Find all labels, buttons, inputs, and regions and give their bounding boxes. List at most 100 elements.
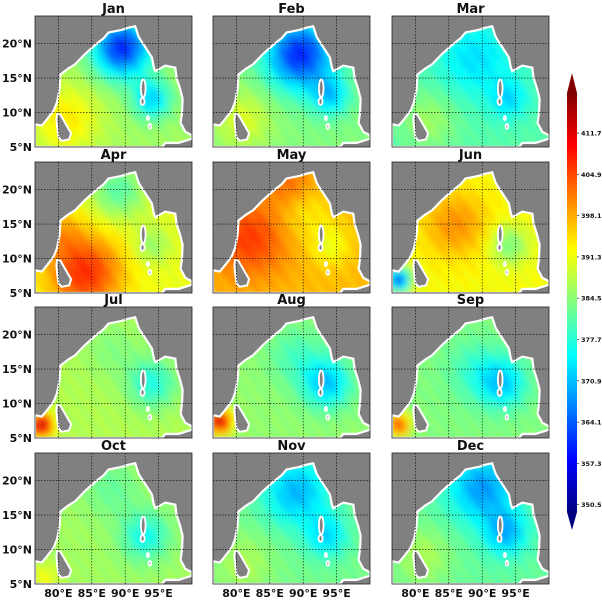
field-cell bbox=[72, 373, 79, 381]
field-cell bbox=[216, 276, 223, 284]
field-cell bbox=[283, 248, 290, 256]
field-cell bbox=[303, 137, 310, 145]
field-cell bbox=[92, 102, 99, 110]
field-cell bbox=[85, 82, 92, 90]
field-cell bbox=[549, 179, 556, 187]
field-cell bbox=[283, 137, 290, 145]
field-cell bbox=[270, 276, 277, 284]
field-cell bbox=[192, 40, 199, 48]
field-cell bbox=[192, 255, 199, 263]
field-cell bbox=[145, 95, 152, 103]
field-cell bbox=[112, 428, 119, 436]
island bbox=[498, 370, 503, 388]
field-cell bbox=[263, 200, 270, 208]
field-cell bbox=[263, 123, 270, 130]
field-cell bbox=[516, 373, 523, 381]
field-cell bbox=[303, 179, 310, 187]
field-cell bbox=[323, 352, 330, 360]
field-cell bbox=[256, 95, 263, 103]
field-cell bbox=[263, 345, 270, 353]
field-cell bbox=[462, 137, 469, 145]
field-cell bbox=[145, 386, 152, 394]
field-cell bbox=[462, 379, 469, 387]
field-cell bbox=[92, 386, 99, 394]
island bbox=[149, 415, 152, 420]
field-cell bbox=[310, 123, 317, 130]
field-cell bbox=[442, 88, 449, 96]
field-cell bbox=[549, 310, 556, 318]
field-cell bbox=[370, 373, 377, 381]
lat-tick-label: 5°N bbox=[10, 287, 32, 300]
field-cell bbox=[78, 255, 85, 263]
field-cell bbox=[165, 379, 172, 387]
field-cell bbox=[92, 255, 99, 263]
field-cell bbox=[125, 130, 132, 138]
field-cell bbox=[402, 130, 409, 138]
field-cell bbox=[522, 421, 529, 429]
field-cell bbox=[119, 102, 126, 110]
field-cell bbox=[112, 82, 119, 90]
field-cell bbox=[99, 283, 106, 291]
field-cell bbox=[462, 255, 469, 263]
field-cell bbox=[429, 421, 436, 429]
field-cell bbox=[489, 130, 496, 138]
field-cell bbox=[489, 276, 496, 284]
field-cell bbox=[216, 130, 223, 138]
field-cell bbox=[78, 498, 85, 506]
field-cell bbox=[85, 546, 92, 554]
panel-title: Jan bbox=[101, 2, 125, 17]
field-cell bbox=[469, 123, 476, 130]
field-cell bbox=[370, 193, 377, 201]
field-cell bbox=[152, 137, 159, 145]
field-cell bbox=[549, 88, 556, 96]
field-cell bbox=[522, 123, 529, 130]
field-cell bbox=[489, 109, 496, 117]
field-cell bbox=[72, 130, 79, 138]
field-cell bbox=[303, 407, 310, 415]
field-cell bbox=[99, 61, 106, 69]
field-cell bbox=[243, 88, 250, 96]
field-cell bbox=[192, 159, 199, 167]
field-cell bbox=[270, 262, 277, 270]
field-cell bbox=[105, 407, 112, 415]
field-cell bbox=[125, 519, 132, 527]
field-cell bbox=[469, 414, 476, 422]
field-cell bbox=[65, 262, 72, 270]
field-cell bbox=[509, 269, 516, 277]
field-cell bbox=[65, 407, 72, 415]
field-cell bbox=[297, 269, 304, 277]
field-cell bbox=[435, 421, 442, 429]
field-cell bbox=[78, 262, 85, 270]
field-cell bbox=[85, 519, 92, 527]
field-cell bbox=[270, 61, 277, 69]
field-cell bbox=[256, 414, 263, 422]
field-cell bbox=[192, 165, 199, 173]
field-cell bbox=[476, 109, 483, 117]
field-cell bbox=[456, 428, 463, 436]
field-cell bbox=[38, 137, 45, 145]
field-cell bbox=[476, 214, 483, 222]
field-cell bbox=[509, 137, 516, 145]
field-cell bbox=[456, 82, 463, 90]
field-cell bbox=[310, 200, 317, 208]
field-cell bbox=[216, 283, 223, 291]
field-cell bbox=[105, 214, 112, 222]
field-cell bbox=[283, 269, 290, 277]
field-cell bbox=[323, 428, 330, 436]
field-cell bbox=[85, 491, 92, 499]
field-cell bbox=[125, 207, 132, 215]
field-cell bbox=[105, 532, 112, 540]
field-cell bbox=[139, 116, 146, 124]
field-cell bbox=[317, 421, 324, 429]
field-cell bbox=[125, 386, 132, 394]
field-cell bbox=[125, 54, 132, 62]
field-cell bbox=[165, 123, 172, 130]
island bbox=[319, 98, 323, 105]
field-cell bbox=[85, 352, 92, 360]
field-cell bbox=[549, 366, 556, 374]
field-cell bbox=[509, 123, 516, 130]
field-cell bbox=[152, 407, 159, 415]
field-cell bbox=[462, 200, 469, 208]
field-cell bbox=[139, 130, 146, 138]
field-cell bbox=[283, 276, 290, 284]
